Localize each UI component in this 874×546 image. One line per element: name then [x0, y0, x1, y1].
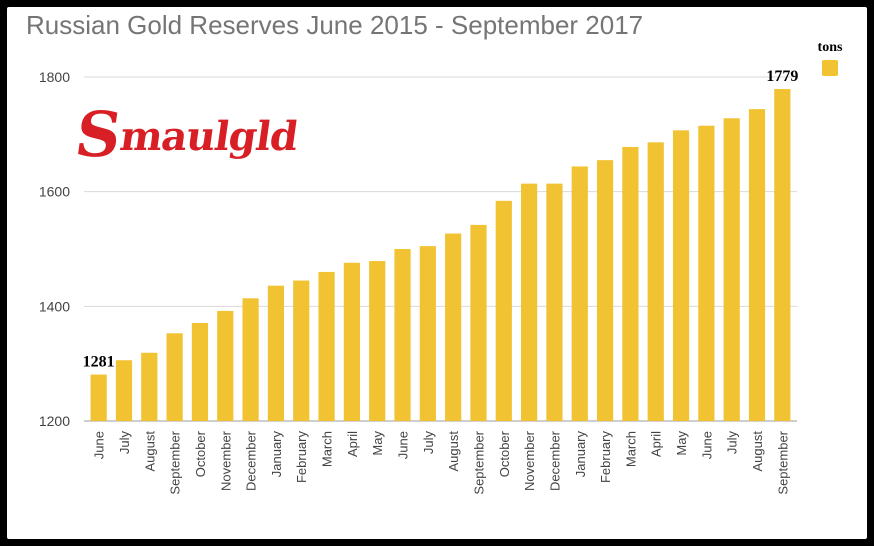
- bar: [318, 271, 335, 421]
- y-tick-label: 1800: [39, 69, 70, 85]
- chart-title: Russian Gold Reserves June 2015 - Septem…: [26, 10, 644, 40]
- x-tick-label: June: [92, 431, 107, 459]
- x-tick-label: November: [218, 430, 233, 491]
- bar: [419, 246, 436, 421]
- bar: [217, 310, 234, 421]
- x-tick-label: August: [142, 431, 157, 472]
- y-tick-label: 1600: [39, 184, 70, 200]
- x-tick-label: February: [294, 431, 309, 484]
- y-tick-label: 1400: [39, 298, 70, 314]
- bar: [242, 298, 259, 421]
- x-tick-label: January: [269, 431, 284, 478]
- bar: [90, 374, 107, 421]
- x-tick-label: June: [396, 431, 411, 459]
- data-label: 1281: [83, 354, 115, 371]
- bar: [521, 183, 538, 421]
- bar: [369, 261, 386, 421]
- bar: [141, 352, 158, 421]
- legend-swatch: [822, 60, 838, 76]
- bar: [571, 166, 588, 421]
- x-tick-label: December: [244, 430, 259, 491]
- x-tick-label: September: [471, 430, 486, 494]
- bar: [546, 183, 563, 421]
- x-tick-label: August: [750, 431, 765, 472]
- bar: [698, 125, 715, 421]
- bar: [774, 89, 791, 421]
- bar: [115, 360, 133, 421]
- bar: [748, 109, 766, 422]
- bar: [596, 160, 614, 421]
- bar: [647, 142, 664, 422]
- bar: [445, 233, 462, 421]
- legend: tons: [808, 40, 852, 76]
- x-tick-label: September: [168, 430, 183, 494]
- bar: [293, 280, 310, 421]
- x-tick-label: March: [320, 431, 335, 467]
- x-tick-label: May: [674, 431, 689, 456]
- x-tick-label: January: [573, 431, 588, 478]
- bar: [470, 224, 487, 421]
- x-tick-label: February: [598, 431, 613, 484]
- data-label: 1779: [766, 68, 798, 85]
- x-tick-label: September: [775, 430, 790, 494]
- bar: [622, 146, 639, 422]
- x-tick-label: June: [699, 431, 714, 459]
- x-tick-label: October: [193, 430, 208, 477]
- x-tick-label: August: [446, 431, 461, 472]
- x-tick-label: July: [117, 431, 132, 455]
- x-tick-label: March: [623, 431, 638, 467]
- y-tick-label: 1200: [39, 413, 70, 429]
- x-tick-label: May: [370, 431, 385, 456]
- x-tick-label: October: [497, 430, 512, 477]
- bar: [191, 322, 209, 421]
- bar: [723, 118, 740, 421]
- bar: [394, 249, 411, 421]
- bar: [672, 130, 690, 421]
- bar: [267, 285, 285, 421]
- bar: [166, 333, 183, 421]
- x-tick-label: April: [649, 431, 664, 457]
- x-tick-label: December: [547, 430, 562, 491]
- x-tick-label: November: [522, 430, 537, 491]
- bar: [343, 262, 360, 421]
- x-tick-label: April: [345, 431, 360, 457]
- legend-label: tons: [817, 40, 843, 55]
- bar: [495, 200, 512, 421]
- x-tick-label: July: [421, 431, 436, 455]
- x-tick-label: July: [725, 431, 740, 455]
